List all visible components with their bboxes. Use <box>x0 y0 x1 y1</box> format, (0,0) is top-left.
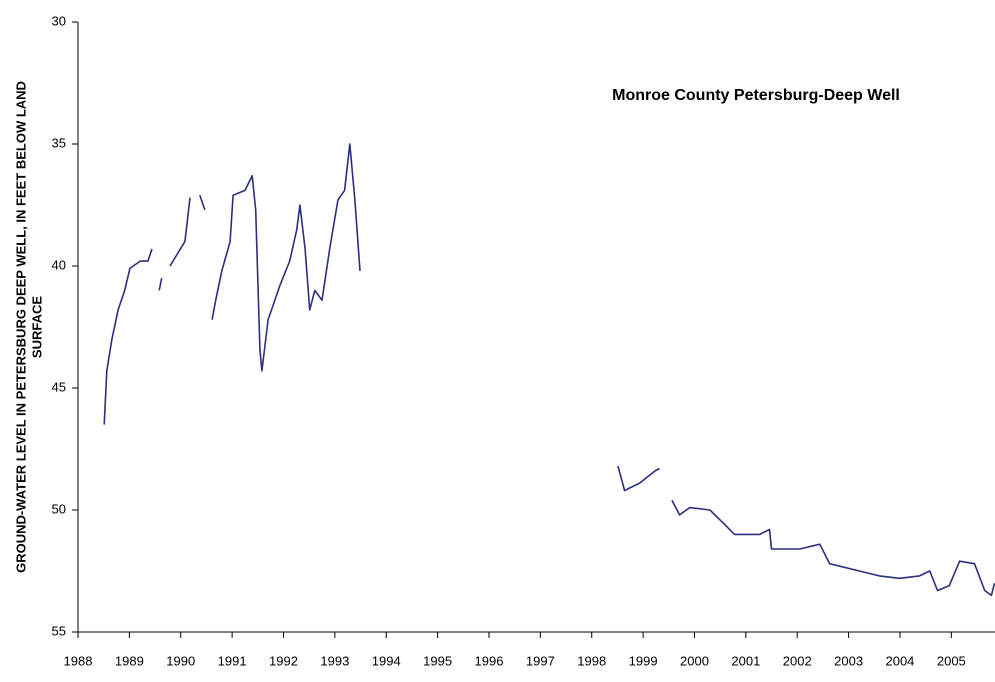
x-tick-label: 1997 <box>526 653 555 668</box>
data-line <box>169 197 191 267</box>
data-line <box>103 248 153 425</box>
x-tick-label: 2001 <box>731 653 760 668</box>
x-tick-label: 2004 <box>885 653 914 668</box>
y-axis-title: GROUND-WATER LEVEL IN PETERSBURG DEEP WE… <box>13 81 28 573</box>
x-tick-label: 1993 <box>320 653 349 668</box>
x-tick-label: 1999 <box>629 653 658 668</box>
y-tick-label: 35 <box>52 135 66 150</box>
x-tick-label: 2003 <box>834 653 863 668</box>
x-tick-label: 1991 <box>218 653 247 668</box>
y-axis-title: SURFACE <box>29 296 44 358</box>
x-tick-label: 1996 <box>475 653 504 668</box>
data-line <box>199 194 206 211</box>
x-tick-label: 1990 <box>166 653 195 668</box>
x-tick-label: 1995 <box>423 653 452 668</box>
y-tick-label: 30 <box>52 13 66 28</box>
y-tick-label: 45 <box>52 379 66 394</box>
x-tick-label: 1992 <box>269 653 298 668</box>
x-tick-label: 1988 <box>64 653 93 668</box>
y-tick-label: 40 <box>52 257 66 272</box>
data-line <box>211 143 361 372</box>
x-tick-label: 1998 <box>577 653 606 668</box>
y-tick-label: 50 <box>52 501 66 516</box>
data-line <box>158 278 163 291</box>
data-line <box>671 499 995 597</box>
x-tick-label: 2000 <box>680 653 709 668</box>
y-tick-label: 55 <box>52 623 66 638</box>
x-tick-label: 2002 <box>783 653 812 668</box>
data-line <box>617 465 660 492</box>
x-tick-label: 1989 <box>115 653 144 668</box>
x-tick-label: 1994 <box>372 653 401 668</box>
chart-title: Monroe County Petersburg-Deep Well <box>612 87 900 104</box>
x-tick-label: 2005 <box>937 653 966 668</box>
